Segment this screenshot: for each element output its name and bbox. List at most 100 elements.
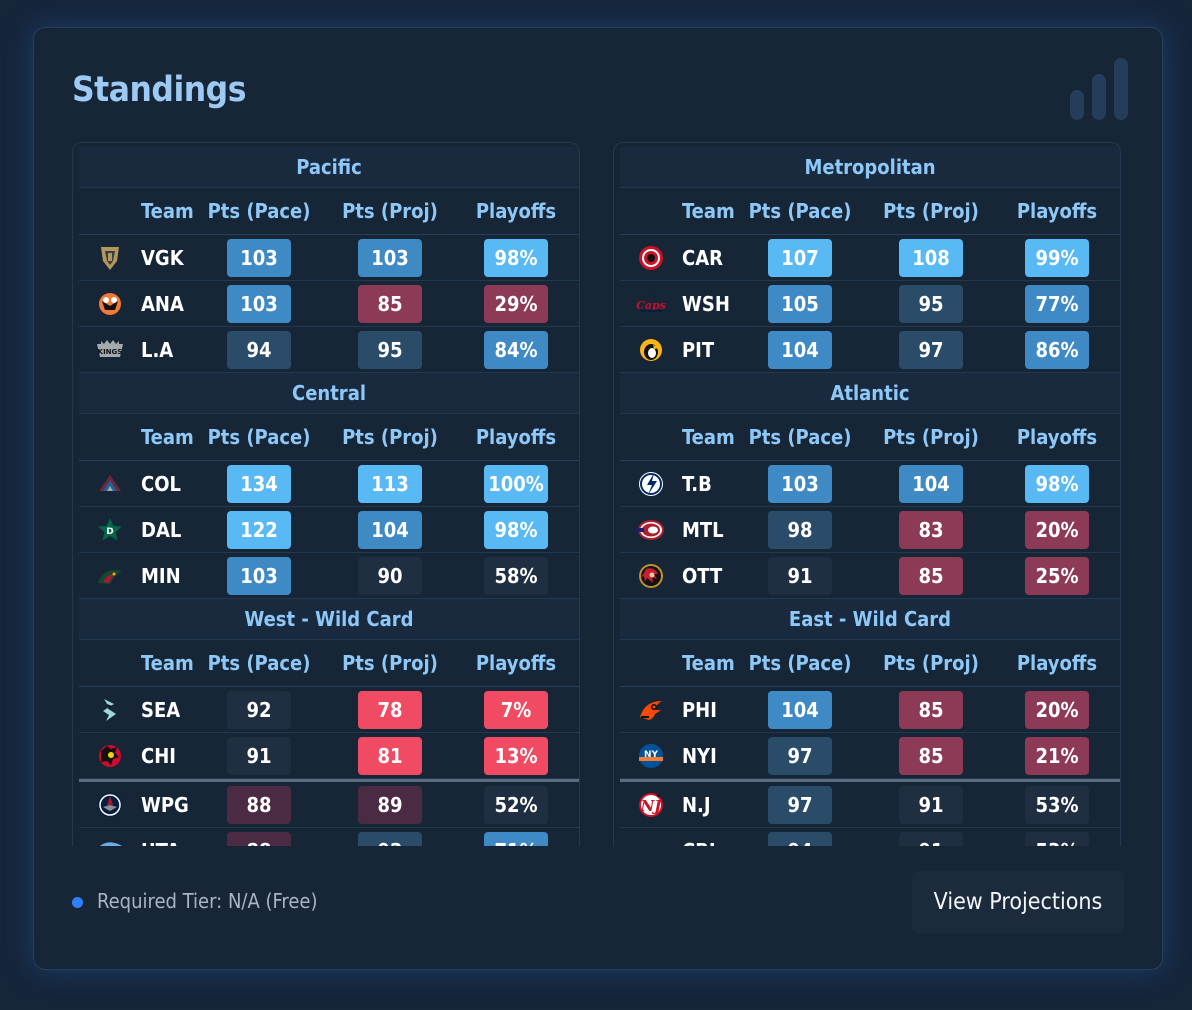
team-row[interactable]: MIN 103 90 58% [79, 553, 579, 599]
wsh-logo-icon: Caps [636, 289, 666, 319]
team-abbr: T.B [682, 471, 712, 496]
pace-column-header[interactable]: Pts (Pace) [748, 199, 852, 223]
playoff-odds-cell: 7% [484, 690, 548, 729]
team-row[interactable]: CAR 107 108 99% [620, 235, 1120, 281]
playoff-odds-cell: 99% [1025, 238, 1089, 277]
sea-logo-icon [95, 695, 125, 725]
western-conference-table[interactable]: Pacific Team Pts (Pace) Pts (Proj) Playo… [72, 142, 580, 846]
pace-points-cell: 91 [768, 556, 832, 595]
proj-column-header[interactable]: Pts (Proj) [883, 425, 979, 449]
team-row[interactable]: WPG 88 89 52% [79, 779, 579, 828]
pace-points-cell: 103 [227, 556, 291, 595]
column-header-row: Team Pts (Pace) Pts (Proj) Playoffs [620, 188, 1120, 235]
projected-points-cell: 104 [899, 464, 963, 503]
tb-logo-icon [636, 469, 666, 499]
playoffs-column-header[interactable]: Playoffs [1016, 425, 1098, 449]
team-abbr: CAR [682, 245, 723, 270]
team-row[interactable]: ANA 103 85 29% [79, 281, 579, 327]
playoff-odds-cell: 13% [484, 736, 548, 775]
playoff-odds-cell: 25% [1025, 556, 1089, 595]
team-row[interactable]: UTA 88 92 71% [79, 828, 579, 846]
team-column-header[interactable]: Team [141, 199, 194, 223]
projected-points-cell: 91 [899, 785, 963, 824]
pace-column-header[interactable]: Pts (Pace) [207, 425, 311, 449]
team-row[interactable]: SEA 92 78 7% [79, 687, 579, 733]
proj-column-header[interactable]: Pts (Proj) [883, 651, 979, 675]
playoff-odds-cell: 58% [484, 556, 548, 595]
svg-text:NY: NY [644, 750, 659, 760]
team-abbr: UTA [141, 839, 191, 847]
team-row[interactable]: NY NYI 97 85 21% [620, 733, 1120, 779]
svg-text:Caps: Caps [636, 299, 666, 312]
playoff-odds-cell: 71% [484, 831, 548, 846]
team-row[interactable]: PIT 104 97 86% [620, 327, 1120, 373]
proj-column-header[interactable]: Pts (Proj) [342, 651, 438, 675]
team-row[interactable]: COL 134 113 100% [79, 461, 579, 507]
playoff-odds-cell: 98% [484, 238, 548, 277]
division-header: Metropolitan [620, 147, 1120, 188]
team-row[interactable]: MTL 98 83 20% [620, 507, 1120, 553]
pace-column-header[interactable]: Pts (Pace) [207, 651, 311, 675]
team-row[interactable]: PHI 104 85 20% [620, 687, 1120, 733]
svg-text:KINGS: KINGS [98, 348, 123, 356]
team-column-header[interactable]: Team [682, 425, 735, 449]
team-abbr: ANA [141, 291, 184, 316]
pace-points-cell: 103 [227, 284, 291, 323]
pace-points-cell: 104 [768, 690, 832, 729]
division-header: Central [79, 373, 579, 414]
page-title: Standings [72, 70, 246, 110]
proj-column-header[interactable]: Pts (Proj) [342, 199, 438, 223]
team-abbr: WPG [141, 792, 189, 817]
cbj-logo-icon [636, 836, 666, 846]
team-row[interactable]: VGK 103 103 98% [79, 235, 579, 281]
projected-points-cell: 92 [358, 831, 422, 846]
standings-card: Standings Pacific Team Pts (Pace) Pts (P… [33, 27, 1163, 970]
playoffs-column-header[interactable]: Playoffs [475, 651, 557, 675]
team-abbr: PHI [682, 697, 717, 722]
la-logo-icon: KINGS [95, 335, 125, 365]
pace-points-cell: 92 [227, 690, 291, 729]
team-abbr: MTL [682, 517, 724, 542]
pace-column-header[interactable]: Pts (Pace) [748, 651, 852, 675]
proj-column-header[interactable]: Pts (Proj) [342, 425, 438, 449]
wpg-logo-icon [95, 790, 125, 820]
playoffs-column-header[interactable]: Playoffs [475, 199, 557, 223]
team-row[interactable]: D DAL 122 104 98% [79, 507, 579, 553]
playoffs-column-header[interactable]: Playoffs [1016, 199, 1098, 223]
playoff-odds-cell: 98% [1025, 464, 1089, 503]
proj-column-header[interactable]: Pts (Proj) [883, 199, 979, 223]
team-column-header[interactable]: Team [682, 651, 735, 675]
team-row[interactable]: CBJ 94 91 53% [620, 828, 1120, 846]
team-row[interactable]: T.B 103 104 98% [620, 461, 1120, 507]
team-abbr: DAL [141, 517, 182, 542]
team-abbr: N.J [682, 792, 711, 817]
team-row[interactable]: CHI 91 81 13% [79, 733, 579, 779]
view-projections-button[interactable]: View Projections [912, 871, 1124, 933]
team-abbr: CBJ [682, 839, 732, 847]
team-abbr: L.A [141, 337, 174, 362]
team-row[interactable]: OTT 91 85 25% [620, 553, 1120, 599]
playoffs-column-header[interactable]: Playoffs [1016, 651, 1098, 675]
team-column-header[interactable]: Team [141, 425, 194, 449]
division-header: East - Wild Card [620, 599, 1120, 640]
team-column-header[interactable]: Team [682, 199, 735, 223]
playoff-odds-cell: 77% [1025, 284, 1089, 323]
projected-points-cell: 95 [899, 284, 963, 323]
team-row[interactable]: NJ N.J 97 91 53% [620, 779, 1120, 828]
playoffs-column-header[interactable]: Playoffs [475, 425, 557, 449]
playoff-odds-cell: 98% [484, 510, 548, 549]
playoff-odds-cell: 52% [484, 785, 548, 824]
team-column-header[interactable]: Team [141, 651, 194, 675]
phi-logo-icon [636, 695, 666, 725]
column-header-row: Team Pts (Pace) Pts (Proj) Playoffs [79, 414, 579, 461]
projected-points-cell: 89 [358, 785, 422, 824]
playoff-odds-cell: 53% [1025, 831, 1089, 846]
team-row[interactable]: Caps WSH 105 95 77% [620, 281, 1120, 327]
team-abbr: OTT [682, 563, 723, 588]
pace-column-header[interactable]: Pts (Pace) [207, 199, 311, 223]
pace-column-header[interactable]: Pts (Pace) [748, 425, 852, 449]
tier-status-dot [72, 897, 83, 908]
team-row[interactable]: KINGS L.A 94 95 84% [79, 327, 579, 373]
eastern-conference-table[interactable]: Metropolitan Team Pts (Pace) Pts (Proj) … [613, 142, 1121, 846]
pace-points-cell: 94 [768, 831, 832, 846]
